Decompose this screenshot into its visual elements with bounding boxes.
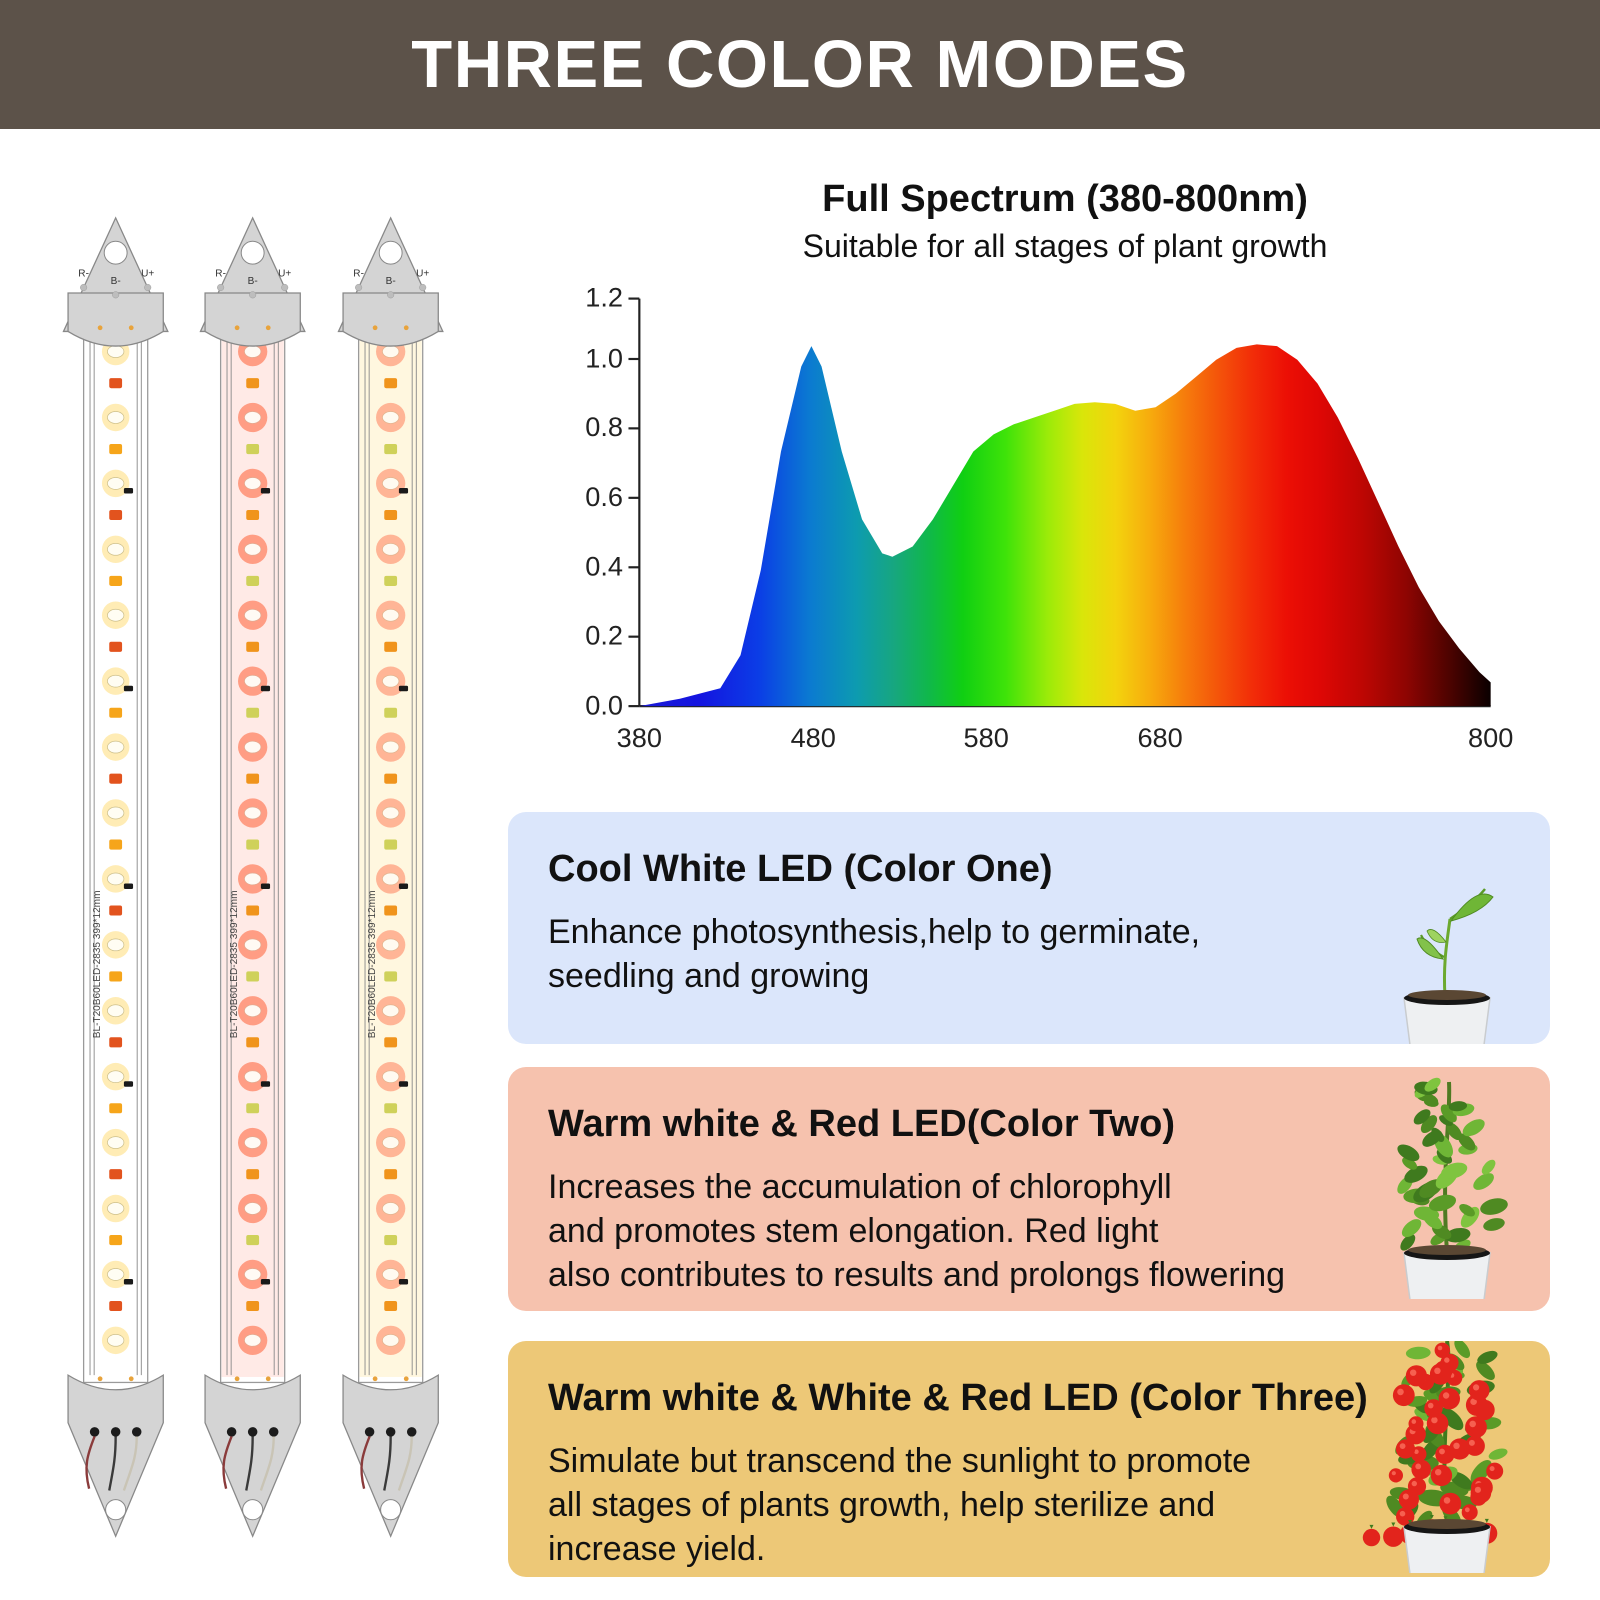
svg-text:U+: U+ bbox=[278, 269, 291, 280]
svg-text:U+: U+ bbox=[141, 269, 154, 280]
svg-text:0.4: 0.4 bbox=[585, 551, 623, 582]
svg-text:BL-T20B60LED-2835 399*12mm: BL-T20B60LED-2835 399*12mm bbox=[229, 891, 240, 1039]
svg-text:680: 680 bbox=[1137, 722, 1182, 753]
svg-text:BL-T20B60LED-2835 399*12mm: BL-T20B60LED-2835 399*12mm bbox=[367, 891, 378, 1039]
svg-text:U+: U+ bbox=[416, 269, 429, 280]
svg-text:1.2: 1.2 bbox=[585, 285, 623, 313]
svg-text:380: 380 bbox=[617, 722, 662, 753]
svg-text:0.8: 0.8 bbox=[585, 411, 623, 442]
svg-text:0.0: 0.0 bbox=[585, 689, 623, 720]
svg-text:B-: B- bbox=[248, 276, 258, 287]
svg-text:B-: B- bbox=[111, 276, 121, 287]
svg-text:R-: R- bbox=[353, 269, 364, 280]
svg-text:R-: R- bbox=[216, 269, 227, 280]
svg-text:BL-T20B60LED-2835 399*12mm: BL-T20B60LED-2835 399*12mm bbox=[92, 891, 103, 1039]
svg-text:800: 800 bbox=[1468, 722, 1513, 753]
svg-text:B-: B- bbox=[385, 276, 395, 287]
svg-text:0.6: 0.6 bbox=[585, 481, 623, 512]
svg-text:0.2: 0.2 bbox=[585, 620, 623, 651]
svg-text:580: 580 bbox=[964, 722, 1009, 753]
svg-text:R-: R- bbox=[78, 269, 89, 280]
svg-text:480: 480 bbox=[791, 722, 836, 753]
svg-text:1.0: 1.0 bbox=[585, 342, 623, 373]
